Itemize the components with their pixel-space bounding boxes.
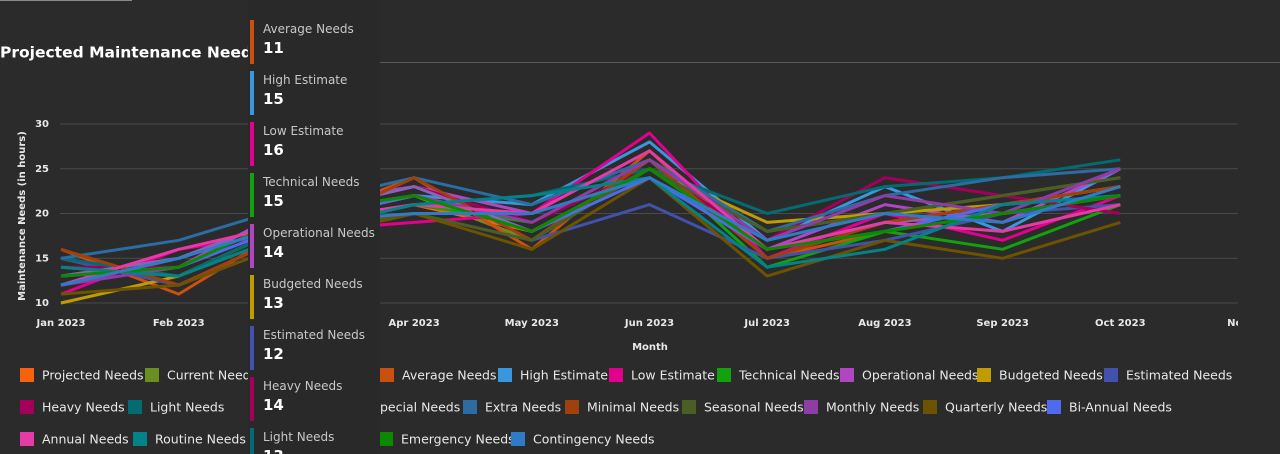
y-axis-title: Maintenance Needs (in hours) [17, 131, 28, 301]
legend-label: Seasonal Needs [704, 400, 804, 415]
legend-label: Annual Needs [42, 432, 129, 447]
legend-swatch [145, 368, 159, 382]
tooltip-label: Budgeted Needs [263, 277, 363, 291]
legend-swatch [379, 432, 393, 446]
legend-swatch [128, 400, 142, 414]
tooltip-label: Light Needs [263, 430, 335, 444]
legend-label: Heavy Needs [42, 400, 125, 415]
y-tick-label: 30 [35, 119, 49, 130]
legend-label: Projected Needs [42, 368, 144, 383]
y-tick-label: 25 [35, 164, 49, 175]
tooltip-swatch [250, 326, 254, 370]
legend-swatch [20, 368, 34, 382]
legend-label: Quarterly Needs [945, 400, 1047, 415]
legend-label: Routine Needs [155, 432, 246, 447]
tooltip-swatch [250, 224, 254, 268]
tooltip-value: 13 [263, 447, 284, 454]
x-tick-label: Sep 2023 [976, 318, 1028, 329]
tooltip-swatch [250, 275, 254, 319]
legend-label: Average Needs [402, 368, 496, 383]
legend-label: Budgeted Needs [999, 368, 1103, 383]
legend-label: Technical Needs [738, 368, 840, 383]
tooltip-value: 12 [263, 345, 284, 363]
tooltip-label: Low Estimate [263, 124, 344, 138]
tooltip-swatch [250, 377, 254, 421]
legend-swatch [565, 400, 579, 414]
x-tick-label: Jan 2023 [36, 318, 86, 329]
tooltip-label: Heavy Needs [263, 379, 343, 393]
y-tick-label: 10 [35, 298, 49, 309]
tooltip-label: Technical Needs [263, 175, 360, 189]
legend-swatch [20, 400, 34, 414]
legend-label: pecial Needs [380, 400, 460, 415]
x-tick-label: May 2023 [505, 318, 559, 329]
tooltip-value: 11 [263, 39, 284, 57]
tooltip-value: 14 [263, 396, 284, 414]
tooltip-swatch [250, 173, 254, 217]
series-line [60, 176, 1121, 287]
tooltip-swatch [250, 71, 254, 115]
legend-label: Light Needs [150, 400, 224, 415]
legend-label: Emergency Needs [401, 432, 515, 447]
legend-swatch [380, 368, 394, 382]
tooltip-value: 16 [263, 141, 284, 159]
tooltip-value: 15 [263, 90, 284, 108]
legend-swatch [511, 432, 525, 446]
legend-swatch [463, 400, 477, 414]
tooltip-value: 14 [263, 243, 284, 261]
legend-swatch [1047, 400, 1061, 414]
x-tick-label: Nov [1227, 318, 1249, 329]
legend-label: Minimal Needs [587, 400, 679, 415]
chart-title: Projected Maintenance Needs O [0, 44, 280, 62]
tooltip-swatch [250, 122, 254, 166]
legend-swatch [977, 368, 991, 382]
y-tick-label: 15 [35, 253, 49, 264]
legend-swatch [682, 400, 696, 414]
legend-swatch [609, 368, 623, 382]
legend-swatch [1104, 368, 1118, 382]
legend-swatch [840, 368, 854, 382]
x-tick-label: Jun 2023 [624, 318, 674, 329]
legend-label: Current Need [167, 368, 251, 383]
legend-label: Operational Needs [862, 368, 979, 383]
tooltip-value: 15 [263, 192, 284, 210]
tooltip-label: Average Needs [263, 22, 354, 36]
legend-label: Contingency Needs [533, 432, 655, 447]
legend-label: Extra Needs [485, 400, 561, 415]
x-tick-label: Oct 2023 [1095, 318, 1146, 329]
x-axis-title: Month [632, 342, 668, 353]
legend-swatch [717, 368, 731, 382]
tooltip-label: Estimated Needs [263, 328, 366, 342]
tooltip-swatch [250, 20, 254, 64]
y-tick-label: 20 [35, 209, 49, 220]
x-tick-label: Apr 2023 [389, 318, 440, 329]
series-line [60, 176, 1121, 296]
legend-label: Low Estimate [631, 368, 715, 383]
tooltip-value: 13 [263, 294, 284, 312]
legend-label: High Estimate [520, 368, 608, 383]
tooltip-swatch [250, 428, 254, 454]
x-tick-label: Feb 2023 [153, 318, 205, 329]
legend-swatch [498, 368, 512, 382]
tooltip: Average Needs 11 High Estimate 15 Low Estima… [248, 0, 380, 454]
tooltip-label: Operational Needs [263, 226, 375, 240]
series-line [60, 176, 1121, 278]
x-tick-label: Aug 2023 [858, 318, 911, 329]
legend-label: Monthly Needs [826, 400, 919, 415]
legend-label: Estimated Needs [1126, 368, 1232, 383]
legend-swatch [20, 432, 34, 446]
legend-swatch [133, 432, 147, 446]
legend-label: Bi-Annual Needs [1069, 400, 1172, 415]
tooltip-label: High Estimate [263, 73, 348, 87]
x-tick-label: Jul 2023 [743, 318, 790, 329]
legend-swatch [804, 400, 818, 414]
legend-swatch [923, 400, 937, 414]
